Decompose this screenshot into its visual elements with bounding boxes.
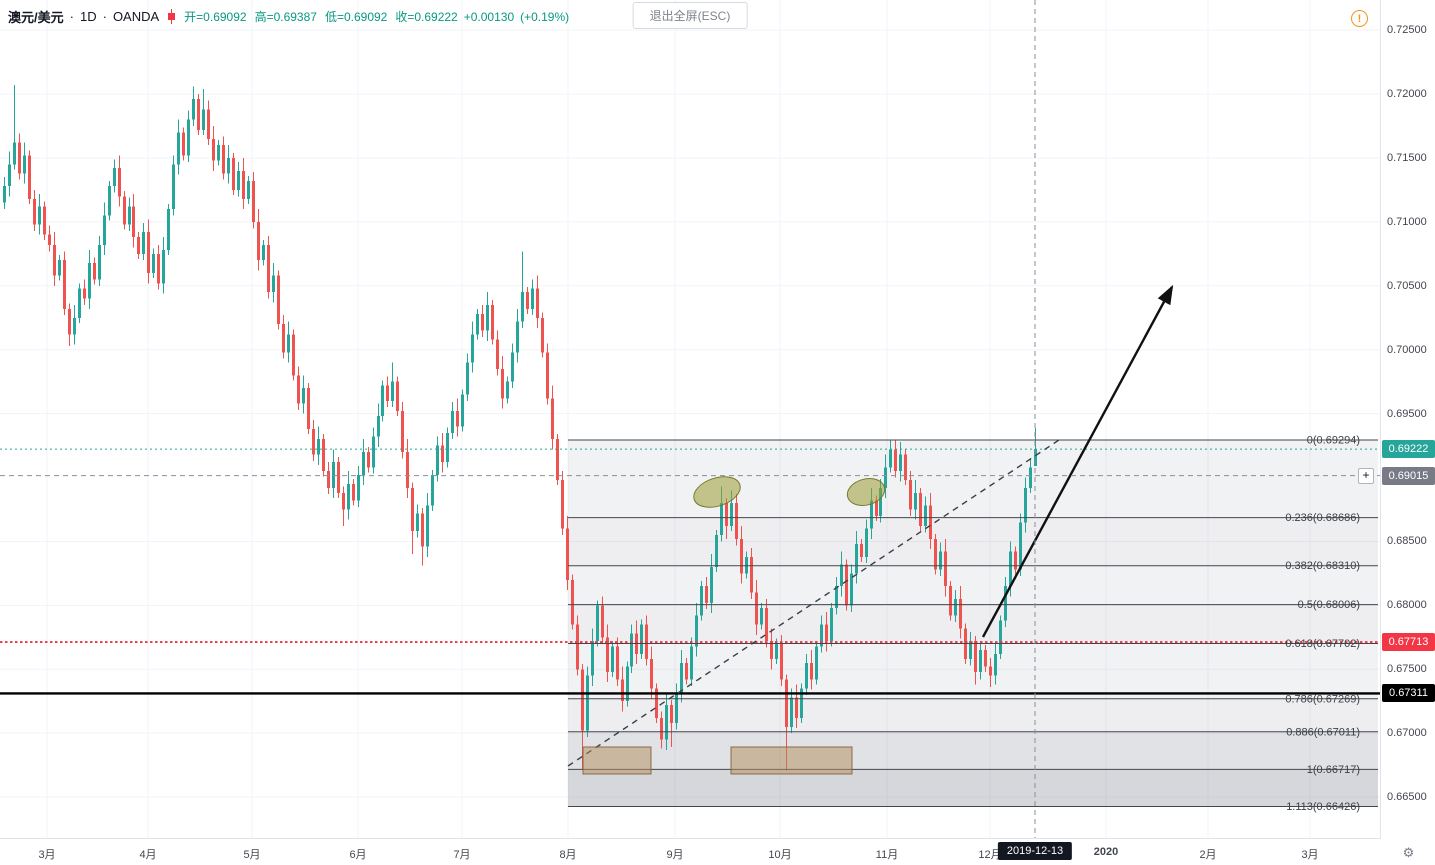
time-tick-label: 7月 [453,849,471,861]
candlestick-series [2,85,1038,771]
exit-fullscreen-button[interactable]: 退出全屏(ESC) [632,2,748,29]
time-tick-label: 4月 [139,849,157,861]
fib-band [568,604,1378,644]
ohlc-item: 高=0.69387 [254,10,317,24]
ohlc-item: 开=0.69092 [184,10,247,24]
chart-plot-area[interactable]: 0(0.69294) 0.236(0.68686) 0.382(0.68310) 0.… [0,0,1381,839]
time-tick-label: 11月 [875,849,899,861]
crosshair-date-badge: 2019-12-13 [997,842,1073,860]
fib-level-labels: 0(0.69294) 0.236(0.68686) 0.382(0.68310) 0.… [1285,434,1360,813]
fib-band [568,439,1378,518]
fib-level-lines[interactable] [568,439,1378,808]
fib-level-label: 0.886(0.67011) [1286,726,1360,738]
price-tick-label: 0.69500 [1387,407,1427,420]
symbol-title[interactable]: 澳元/美元 [8,10,64,25]
price-tick-label: 0.67000 [1387,727,1427,740]
fib-band [568,643,1378,699]
add-alert-plus-button[interactable]: + [1358,467,1374,484]
fib-band [568,517,1378,566]
ellipse-highlight-drawing[interactable] [844,475,887,510]
data-warning-icon[interactable]: ! [1351,10,1368,27]
rectangle-drawing[interactable] [730,746,853,775]
fib-level-label: 0.382(0.68310) [1285,560,1360,572]
time-tick-label: 9月 [666,849,684,861]
fib-level-label: 0.236(0.68686) [1285,512,1360,524]
warning-glyph: ! [1357,12,1362,25]
change-value: +0.00130 [463,9,515,24]
candle-style-icon [167,9,176,24]
time-tick-label: 3月 [1301,849,1319,861]
fib-level-label: 0.5(0.68006) [1298,599,1360,611]
price-tick-label: 0.66500 [1387,791,1427,804]
price-tick-label: 0.71000 [1387,215,1427,228]
interval-label[interactable]: 1D [79,9,97,24]
price-tick-label: 0.72000 [1387,88,1427,101]
fib-level-label: 1.113(0.66426) [1286,801,1360,813]
price-tick-label: 0.70500 [1387,279,1427,292]
time-axis[interactable]: 3月 4月 5月 6月 7月 8月 9月 10月 11月 12月 2020 2月 3月 2019-12-1… [0,840,1381,865]
fib-level-label: 1(0.66717) [1307,764,1360,776]
fib-level-label: 0.618(0.67702) [1285,638,1360,650]
symbol-legend: 澳元/美元 · 1D · OANDA 开=0.69092 高=0.69387 低=0… [8,7,569,26]
ohlc-item: 收=0.69222 [395,10,458,24]
crosshair-lines [0,0,1380,838]
time-tick-label: 10月 [768,849,792,861]
ohlc-item: 低=0.69092 [324,10,388,24]
ohlc-values: 开=0.69092 高=0.69387 低=0.69092 收=0.69222 [184,8,458,25]
chart-canvas[interactable]: 0(0.69294) 0.236(0.68686) 0.382(0.68310) 0.… [0,0,1381,839]
time-tick-label: 8月 [559,849,577,861]
time-tick-label: 2020 [1093,846,1119,858]
change-percent: (+0.19%) [520,9,570,24]
price-tick-label: 0.68000 [1387,599,1427,612]
fib-retracement-bands[interactable] [568,439,1378,807]
horizontal-price-lines[interactable] [0,448,1380,695]
legend-separator: · [102,9,107,24]
fib-band [568,565,1378,605]
price-tick-label: 0.67500 [1387,663,1427,676]
fib-band [568,698,1378,732]
crosshair-price-badge: 0.69015 [1382,466,1435,485]
support-price-badge: 0.67311 [1382,684,1435,703]
price-tick-label: 0.68500 [1387,535,1427,548]
time-tick-label: 2月 [1199,849,1217,861]
price-tick-label: 0.71500 [1387,151,1427,164]
rectangle-drawing[interactable] [582,746,652,775]
price-axis[interactable]: 0.72500 0.72000 0.71500 0.71000 0.70500 0.700… [1382,0,1435,839]
time-tick-label: 12月 [978,849,1002,861]
fib-level-label: 0.786(0.67269) [1285,693,1360,705]
time-tick-label: 6月 [349,849,367,861]
fib-level-label: 0(0.69294) [1307,434,1360,446]
time-tick-label: 5月 [243,849,261,861]
gear-icon[interactable]: ⚙ [1402,844,1415,860]
fib-band [568,731,1378,770]
axis-settings-corner[interactable]: ⚙ [1382,840,1435,865]
annotation-drawings[interactable] [567,284,1174,775]
exchange-label: OANDA [112,9,160,24]
ellipse-highlight-drawing[interactable] [690,471,744,512]
fib-band [568,769,1378,807]
arrow-drawing[interactable] [981,284,1174,638]
legend-separator: · [69,9,74,24]
last-price-badge: 0.69222 [1382,440,1435,459]
price-tick-label: 0.70000 [1387,343,1427,356]
time-tick-label: 3月 [38,849,56,861]
alert-price-badge: 0.67713 [1382,633,1435,652]
price-tick-label: 0.72500 [1387,24,1427,37]
